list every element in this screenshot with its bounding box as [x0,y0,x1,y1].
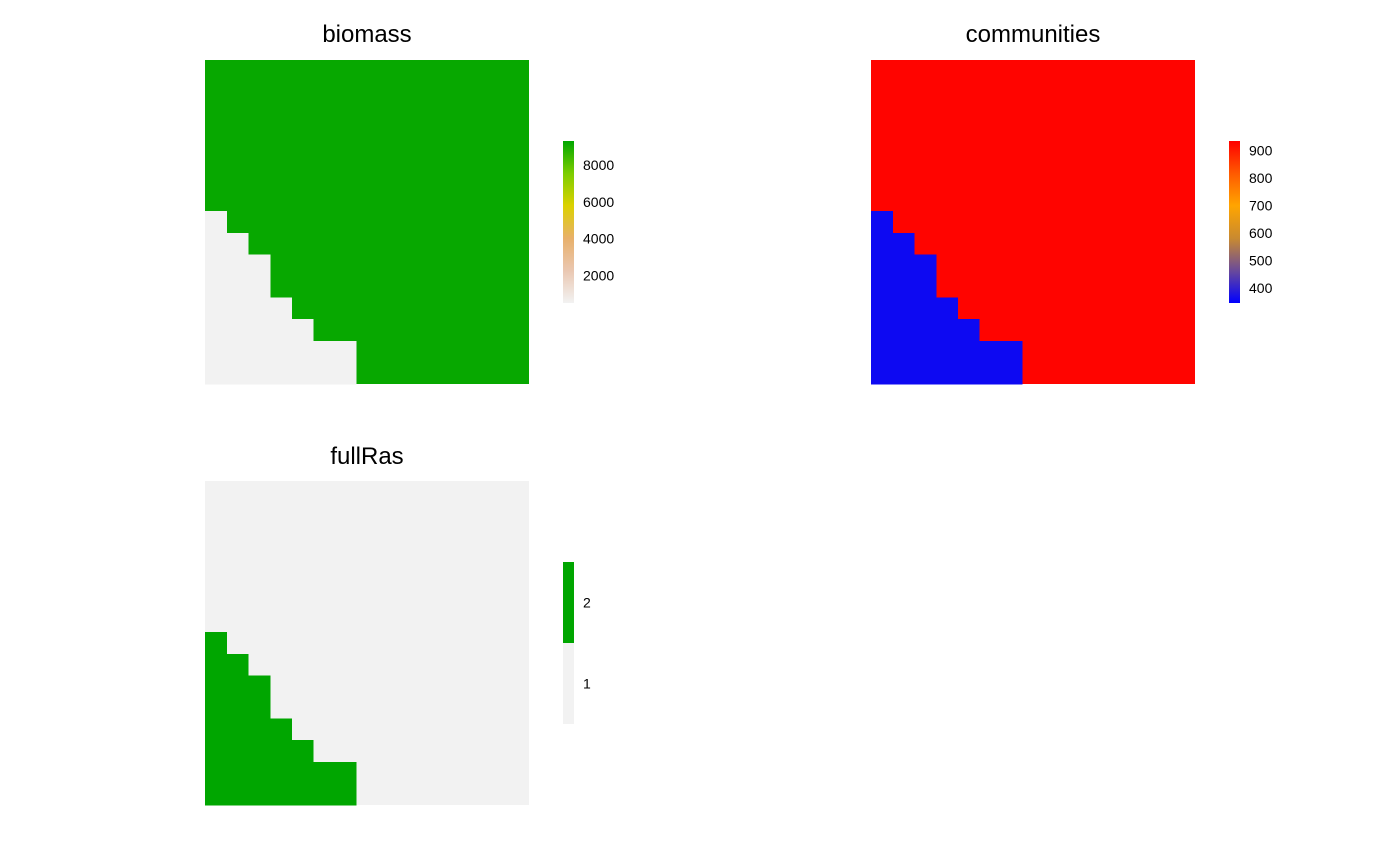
raster-cells-row-12 [871,319,980,342]
legend-tick-label: 700 [1249,198,1273,214]
legend-colorbar [563,141,574,303]
raster-cells-row-10 [205,697,271,720]
legend: 400 500 600 700 800 900 [1229,141,1273,303]
raster-cells-row-13 [205,761,357,784]
raster-cells-row-9 [871,254,937,277]
raster-cells-row-10 [205,276,271,299]
legend-tick-label: 6000 [583,194,614,210]
raster-cells-row-7 [205,211,228,234]
legend-tick-label: 1 [583,676,591,692]
legend-tick-label: 2 [583,595,591,611]
raster-cells-row-14 [205,362,357,385]
legend: 2000 4000 6000 8000 [563,141,614,303]
panel-communities: communities 400 500 600 700 800 900 [871,21,1273,385]
legend-tick-label: 800 [1249,170,1273,186]
raster-cells-row-13 [871,340,1023,363]
raster-cells-row-13 [205,340,357,363]
raster-cells-row-7 [205,632,228,655]
raster-cells-row-8 [205,232,249,255]
legend-tick-label: 8000 [583,157,614,173]
legend-swatch [563,562,574,643]
legend-tick-label: 400 [1249,280,1273,296]
raster-cells-row-11 [205,297,292,320]
panel-title: fullRas [330,443,403,470]
raster-cells-row-14 [205,783,357,806]
raster-cells-row-12 [205,319,314,342]
legend: 12 [563,562,591,724]
raster-cells-row-8 [205,653,249,676]
legend-swatch [563,643,574,724]
panel-title: biomass [322,21,411,48]
legend-tick-label: 2000 [583,267,614,283]
raster-cells-row-9 [205,675,271,698]
raster-cells-row-12 [205,740,314,763]
raster-cells-row-14 [871,362,1023,385]
panel-title: communities [966,21,1101,48]
raster-cells-row-10 [871,276,937,299]
raster-cells-row-11 [205,718,292,741]
raster-cells-row-11 [871,297,958,320]
legend-tick-label: 500 [1249,252,1273,268]
raster-cells-row-8 [871,232,915,255]
legend-tick-label: 600 [1249,225,1273,241]
panel-biomass: biomass 2000 4000 6000 8000 [205,21,614,385]
raster-cells-row-9 [205,254,271,277]
legend-colorbar [1229,141,1240,303]
raster-cells-row-7 [871,211,894,234]
legend-tick-label: 4000 [583,231,614,247]
legend-tick-label: 900 [1249,143,1273,159]
